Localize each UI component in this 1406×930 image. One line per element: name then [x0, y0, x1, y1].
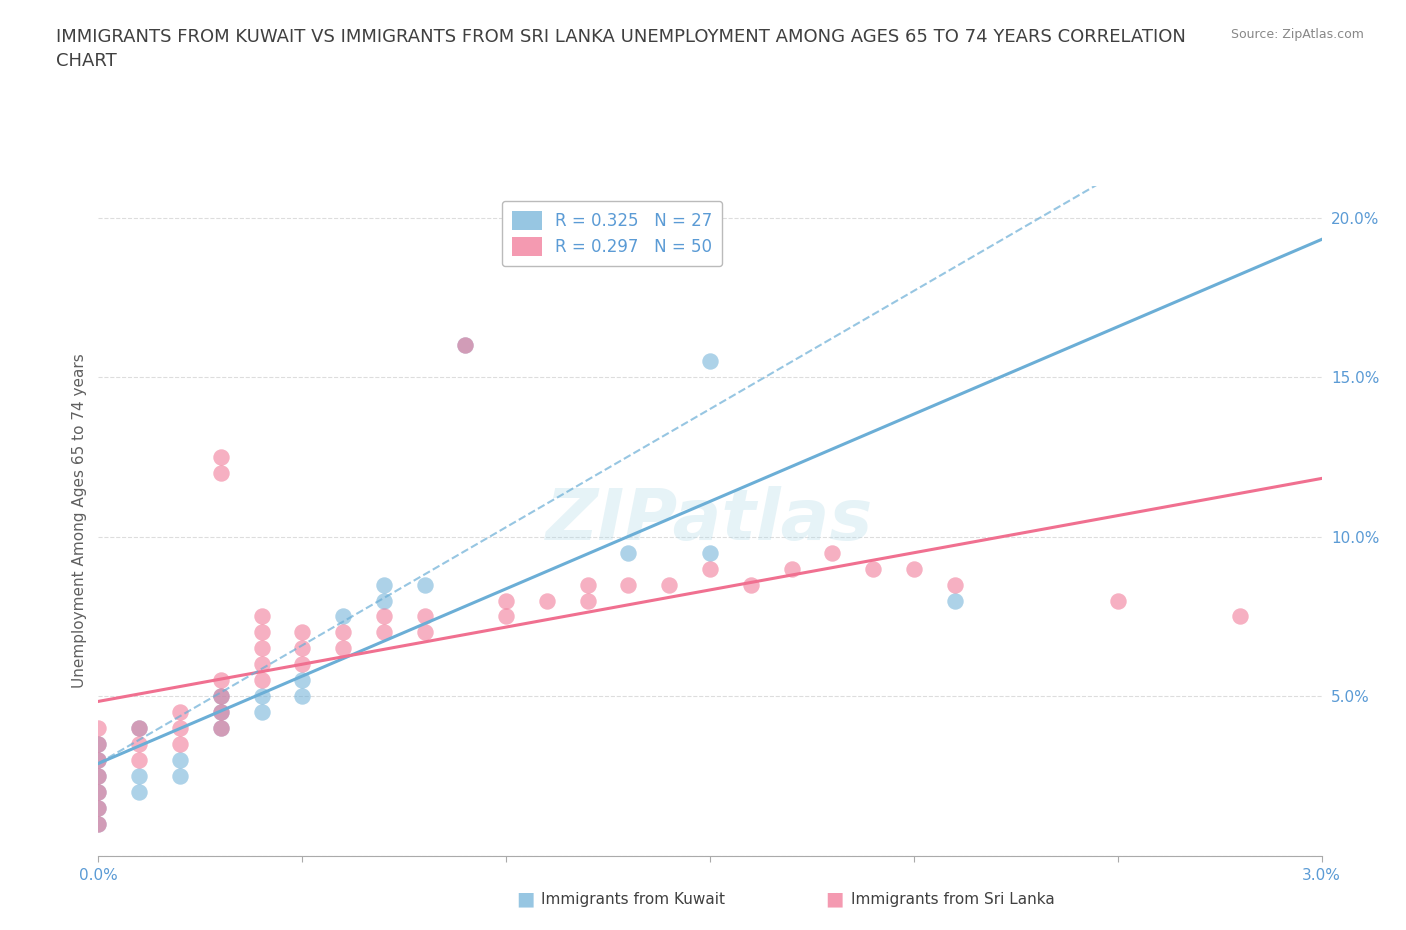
- Point: [250, 689, 273, 704]
- Point: [87, 721, 110, 736]
- Point: [454, 338, 477, 352]
- Point: [413, 609, 436, 624]
- Point: [209, 721, 232, 736]
- Point: [87, 784, 110, 799]
- Point: [128, 721, 150, 736]
- Point: [943, 593, 966, 608]
- Point: [128, 784, 150, 799]
- Point: [454, 338, 477, 352]
- Point: [209, 689, 232, 704]
- Point: [250, 609, 273, 624]
- Point: [332, 641, 354, 656]
- Point: [373, 578, 395, 592]
- Text: ZIPatlas: ZIPatlas: [547, 486, 873, 555]
- Point: [780, 561, 803, 576]
- Point: [250, 672, 273, 687]
- Point: [169, 705, 191, 720]
- Point: [169, 768, 191, 783]
- Text: IMMIGRANTS FROM KUWAIT VS IMMIGRANTS FROM SRI LANKA UNEMPLOYMENT AMONG AGES 65 T: IMMIGRANTS FROM KUWAIT VS IMMIGRANTS FRO…: [56, 28, 1187, 70]
- Point: [169, 721, 191, 736]
- Point: [1229, 609, 1251, 624]
- Point: [87, 768, 110, 783]
- Point: [128, 752, 150, 767]
- Point: [373, 609, 395, 624]
- Point: [87, 817, 110, 831]
- Point: [87, 737, 110, 751]
- Point: [617, 545, 640, 560]
- Point: [413, 578, 436, 592]
- Point: [209, 672, 232, 687]
- Point: [332, 609, 354, 624]
- Point: [128, 737, 150, 751]
- Point: [209, 449, 232, 464]
- Text: ■: ■: [825, 890, 844, 909]
- Point: [169, 752, 191, 767]
- Point: [536, 593, 558, 608]
- Point: [87, 801, 110, 816]
- Point: [87, 737, 110, 751]
- Point: [291, 641, 314, 656]
- Point: [699, 561, 721, 576]
- Point: [332, 625, 354, 640]
- Point: [87, 801, 110, 816]
- Point: [87, 784, 110, 799]
- Point: [87, 752, 110, 767]
- Text: Source: ZipAtlas.com: Source: ZipAtlas.com: [1230, 28, 1364, 41]
- Y-axis label: Unemployment Among Ages 65 to 74 years: Unemployment Among Ages 65 to 74 years: [72, 353, 87, 688]
- Point: [576, 578, 599, 592]
- Point: [576, 593, 599, 608]
- Point: [495, 593, 517, 608]
- Point: [209, 721, 232, 736]
- Text: ■: ■: [516, 890, 534, 909]
- Point: [128, 768, 150, 783]
- Point: [1107, 593, 1129, 608]
- Point: [862, 561, 884, 576]
- Point: [87, 768, 110, 783]
- Point: [87, 817, 110, 831]
- Point: [373, 593, 395, 608]
- Point: [291, 657, 314, 671]
- Point: [291, 672, 314, 687]
- Text: Immigrants from Kuwait: Immigrants from Kuwait: [541, 892, 725, 907]
- Point: [87, 752, 110, 767]
- Point: [209, 466, 232, 481]
- Point: [291, 689, 314, 704]
- Point: [250, 657, 273, 671]
- Point: [209, 705, 232, 720]
- Point: [250, 625, 273, 640]
- Text: Immigrants from Sri Lanka: Immigrants from Sri Lanka: [851, 892, 1054, 907]
- Point: [209, 705, 232, 720]
- Point: [740, 578, 762, 592]
- Point: [413, 625, 436, 640]
- Point: [169, 737, 191, 751]
- Point: [128, 721, 150, 736]
- Point: [699, 354, 721, 369]
- Point: [495, 609, 517, 624]
- Point: [943, 578, 966, 592]
- Point: [250, 641, 273, 656]
- Point: [699, 545, 721, 560]
- Point: [617, 578, 640, 592]
- Point: [821, 545, 844, 560]
- Point: [903, 561, 925, 576]
- Legend: R = 0.325   N = 27, R = 0.297   N = 50: R = 0.325 N = 27, R = 0.297 N = 50: [502, 201, 723, 266]
- Point: [373, 625, 395, 640]
- Point: [209, 689, 232, 704]
- Point: [658, 578, 681, 592]
- Point: [291, 625, 314, 640]
- Point: [250, 705, 273, 720]
